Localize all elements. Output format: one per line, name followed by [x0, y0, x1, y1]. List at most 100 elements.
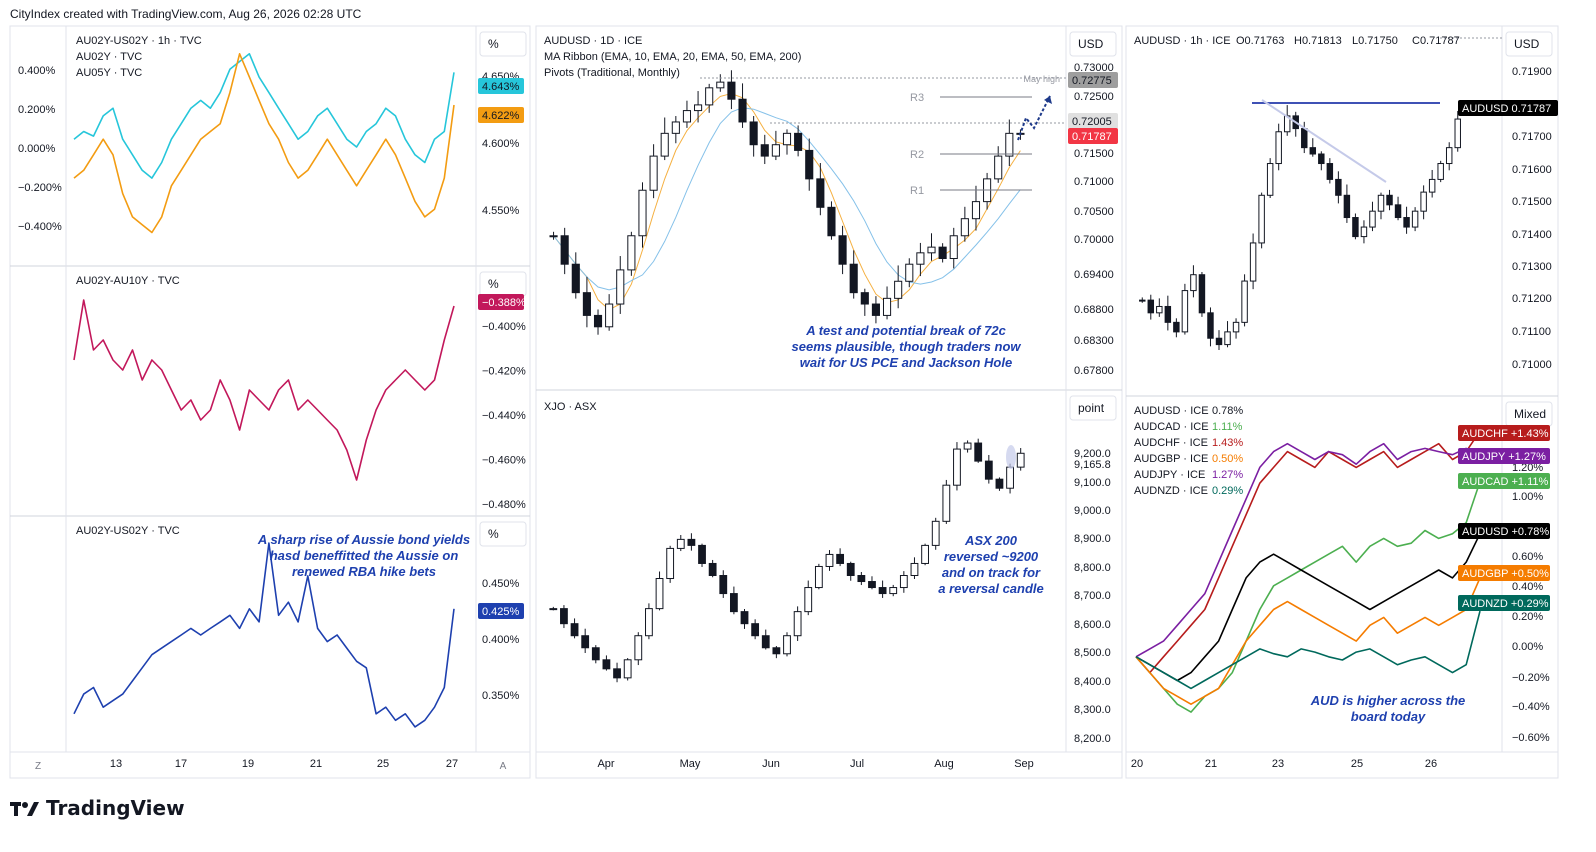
time-tick-label: 13: [110, 758, 122, 770]
audusd-hourly-candle-body: [1428, 178, 1436, 193]
legend-entry: AUDNZD · ICE: [1134, 485, 1208, 497]
price-tick-label: −0.460%: [482, 455, 526, 467]
price-tick-label: 0.68800: [1074, 304, 1114, 316]
price-tick-label: 0.70000: [1074, 234, 1114, 246]
audusd-hourly-candle-body: [1301, 128, 1308, 149]
price-tick-label: 0.71300: [1512, 261, 1552, 273]
time-tick-label: 20: [1131, 758, 1143, 770]
left-tick-label: 0.200%: [18, 104, 56, 116]
time-tick-label: 27: [446, 758, 458, 770]
time-axis-strip: [9, 751, 531, 779]
legend-entry: H0.71813: [1294, 35, 1342, 47]
price-badge: [1458, 425, 1550, 441]
series-line: [73, 299, 455, 481]
audusd-daily-candle-body: [760, 144, 769, 157]
time-tick-label: 26: [1425, 758, 1437, 770]
price-tick-label: 0.71500: [1512, 196, 1552, 208]
annotation-text: seems plausible, though traders now: [792, 339, 1022, 354]
time-tick-label: 19: [242, 758, 254, 770]
price-badge-label: AUDJPY +1.27%: [1462, 451, 1546, 463]
xjo-candle-body: [910, 562, 919, 577]
audusd-daily-candle-body: [649, 155, 658, 191]
price-badge-label: 0.72005: [1072, 116, 1112, 128]
axis-unit-label: %: [488, 37, 499, 51]
xjo-candle-body: [804, 587, 813, 613]
audusd-hourly-candle-body: [1275, 131, 1282, 165]
chart-labels: AU02Y-US02Y · 1h · TVC AU02Y · TVC AU05Y ·…: [18, 35, 1558, 772]
audusd-hourly-candle-body: [1198, 274, 1206, 314]
time-tick-label: Aug: [934, 758, 954, 770]
audusd-hourly-candle-body: [1173, 321, 1180, 333]
audusd-hourly-candle-body: [1258, 194, 1265, 244]
left-tick-label: −0.400%: [18, 221, 62, 233]
audusd-daily-candle-body: [571, 263, 580, 294]
xjo-candle-body: [878, 587, 887, 595]
annotation-text: and on track for: [942, 565, 1041, 580]
time-tick-label: 25: [377, 758, 389, 770]
audusd-daily-candle-body: [860, 292, 869, 305]
price-tick-label: −0.480%: [482, 499, 526, 511]
legend-entry: AU02Y-US02Y · TVC: [76, 525, 180, 537]
time-tick-label: Jul: [850, 758, 864, 770]
audusd-hourly-candle-body: [1241, 280, 1248, 323]
price-tick-label: 0.71200: [1512, 293, 1552, 305]
audusd-hourly-candle-body: [1437, 163, 1444, 180]
audusd-daily-candle-body: [616, 269, 625, 305]
audusd-daily-candle-body: [727, 81, 736, 100]
audusd-hourly-candle-body: [1207, 312, 1214, 339]
series-line: [1135, 577, 1481, 706]
audusd-daily-candle-body: [838, 235, 847, 265]
price-tick-label: 0.71000: [1512, 359, 1552, 371]
series-line: [73, 52, 455, 234]
price-tick-label: 0.400%: [482, 634, 520, 646]
price-badge: [1458, 448, 1550, 464]
price-badge-label: 0.71787: [1072, 131, 1112, 143]
reversal-highlight: [1006, 445, 1016, 469]
price-badge: [1458, 473, 1550, 489]
audusd-daily-candle-body: [994, 155, 1003, 180]
audusd-hourly-candle-body: [1360, 226, 1368, 238]
audusd-daily-candle-body: [894, 280, 903, 299]
price-badge: [1458, 565, 1550, 581]
price-tick-label: 0.67800: [1074, 365, 1114, 377]
price-badge-label: −0.388%: [482, 297, 526, 309]
price-tick-label: 0.71100: [1512, 326, 1551, 338]
audusd-daily-candle-body: [849, 263, 858, 294]
legend-value: 1.27%: [1212, 469, 1243, 481]
audusd-daily-candle-body: [971, 201, 981, 220]
axis-scale-toggle: Z: [35, 761, 41, 772]
legend-entry: L0.71750: [1352, 35, 1398, 47]
xjo-candle-body: [687, 538, 696, 546]
audusd-daily-candle-body: [771, 144, 780, 157]
audusd-hourly-candle-body: [1181, 290, 1189, 333]
xjo-candle-body: [751, 623, 760, 637]
price-tick-label: −0.40%: [1512, 701, 1550, 713]
audusd-hourly-candle-body: [1403, 217, 1410, 228]
price-badge: [478, 603, 524, 619]
legend-entry: O0.71763: [1236, 35, 1284, 47]
pivot-label: R2: [910, 149, 924, 161]
tradingview-logo-text: TradingView: [46, 796, 185, 820]
xjo-candle-body: [549, 608, 558, 611]
xjo-candle-body: [783, 635, 791, 655]
audusd-hourly-candle-body: [1318, 153, 1325, 165]
price-tick-label: 0.73000: [1074, 62, 1114, 74]
audusd-hourly-candle-body: [1266, 163, 1274, 196]
legend-entry: AUDUSD · 1h · ICE: [1134, 35, 1231, 47]
audusd-hourly-candle-body: [1369, 210, 1376, 228]
price-tick-label: 0.71000: [1074, 176, 1114, 188]
price-tick-label: 8,400.0: [1074, 676, 1111, 688]
time-tick-label: May: [680, 758, 701, 770]
xjo-candle-body: [846, 562, 855, 577]
price-tick-label: 8,500.0: [1074, 647, 1111, 659]
price-badge: [1068, 113, 1118, 129]
price-badge-label: 4.622%: [482, 110, 520, 122]
time-tick-label: 21: [1205, 758, 1217, 770]
audusd-daily-candle-body: [805, 149, 814, 180]
price-tick-label: 9,100.0: [1074, 477, 1111, 489]
price-tick-label: 9,000.0: [1074, 505, 1111, 517]
audusd-daily-candle-body: [582, 292, 591, 316]
price-tick-label: −0.400%: [482, 321, 526, 333]
price-tick-label: −0.20%: [1512, 672, 1550, 684]
annotation-text: reversed ~9200: [944, 549, 1039, 564]
